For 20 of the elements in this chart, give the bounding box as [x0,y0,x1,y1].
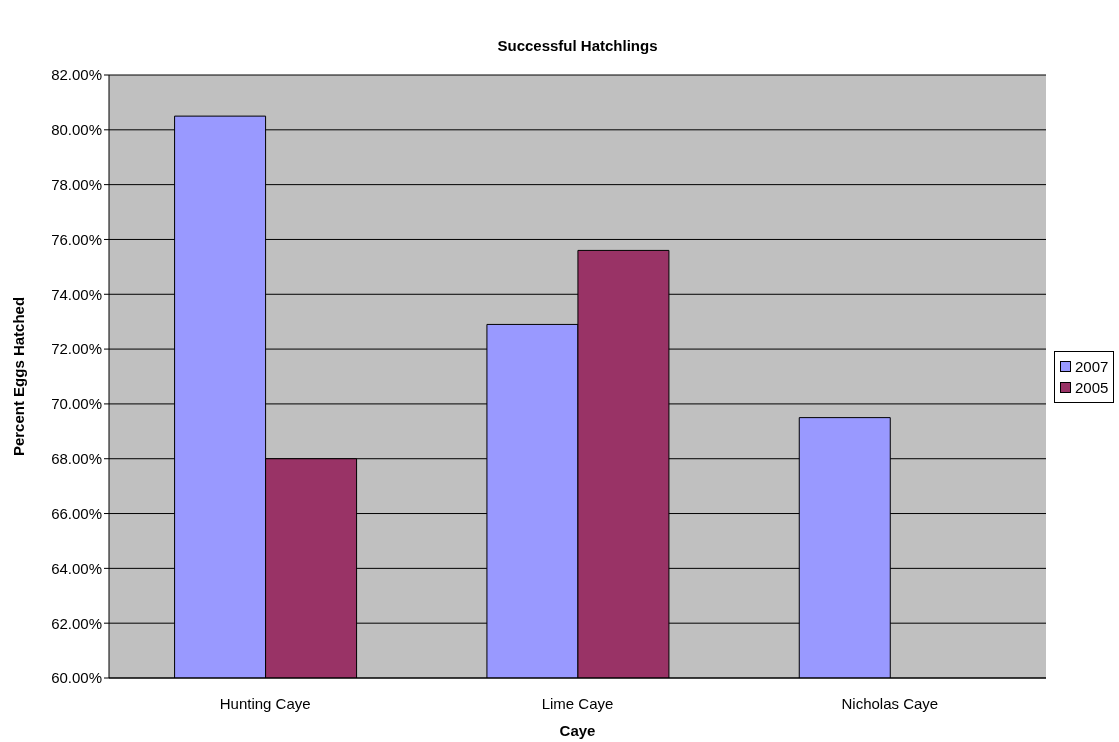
y-tick-label: 64.00% [51,559,102,577]
y-axis-title: Percent Eggs Hatched [9,296,27,457]
y-tick-label: 76.00% [51,230,102,248]
y-tick-label: 72.00% [51,340,102,358]
y-tick-label: 82.00% [51,66,102,84]
y-tick-label: 62.00% [51,614,102,632]
y-tick-label: 66.00% [51,504,102,522]
legend-label: 2007 [1075,356,1109,377]
y-tick-label: 74.00% [51,285,102,303]
x-tick-label: Nicholas Caye [841,694,939,712]
y-tick-label: 80.00% [51,121,102,139]
x-axis-title: Caye [559,722,596,739]
y-tick-label: 78.00% [51,175,102,193]
y-tick-label: 60.00% [51,669,102,687]
legend-label: 2005 [1075,377,1109,398]
y-tick-label: 68.00% [51,450,102,468]
y-tick-label: 70.00% [51,395,102,413]
x-tick-label: Hunting Caye [219,694,311,712]
chart-title: Successful Hatchlings [496,37,659,54]
x-tick-label: Lime Caye [541,694,614,712]
